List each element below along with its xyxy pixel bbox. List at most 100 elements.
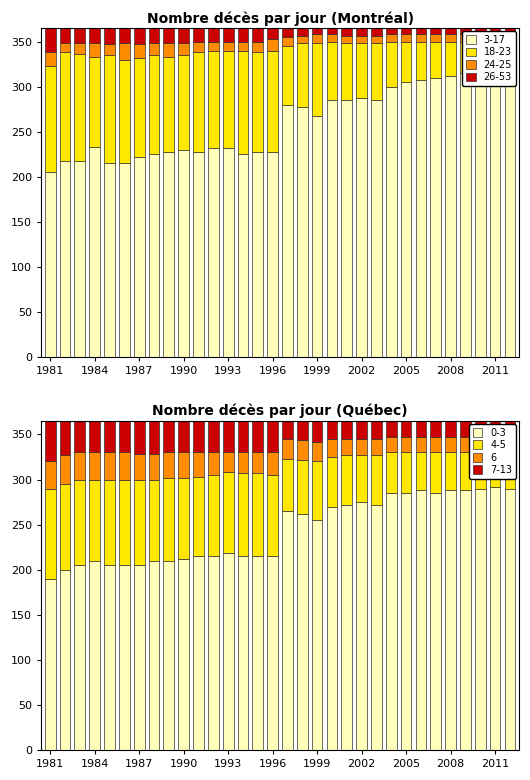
Bar <box>60 456 70 484</box>
Bar <box>148 421 160 454</box>
Bar <box>401 82 411 357</box>
Bar <box>163 28 174 44</box>
Bar <box>119 163 130 357</box>
Bar <box>75 44 85 55</box>
Bar <box>430 41 441 78</box>
Bar <box>430 437 441 452</box>
Bar <box>326 439 337 457</box>
Bar <box>371 37 382 44</box>
Bar <box>193 421 204 452</box>
Bar <box>134 421 145 454</box>
Bar <box>505 421 515 437</box>
Bar <box>416 437 426 452</box>
Bar <box>75 452 85 480</box>
Bar <box>282 421 293 439</box>
Bar <box>490 451 500 487</box>
Bar <box>490 437 500 451</box>
Bar <box>119 480 130 566</box>
Bar <box>60 484 70 569</box>
Bar <box>267 556 278 750</box>
Bar <box>163 477 174 561</box>
Bar <box>430 493 441 750</box>
Bar <box>416 28 426 34</box>
Bar <box>252 473 263 556</box>
Bar <box>208 148 219 357</box>
Bar <box>45 488 56 579</box>
Bar <box>252 151 263 357</box>
Bar <box>356 44 367 98</box>
Bar <box>163 421 174 452</box>
Bar <box>163 57 174 151</box>
Bar <box>75 421 85 452</box>
Bar <box>237 154 249 357</box>
Bar <box>104 566 115 750</box>
Bar <box>326 34 337 41</box>
Bar <box>490 28 500 34</box>
Bar <box>341 439 352 456</box>
Bar <box>178 421 189 452</box>
Bar <box>90 28 100 44</box>
Bar <box>416 491 426 750</box>
Bar <box>267 28 278 39</box>
Bar <box>312 520 322 750</box>
Bar <box>134 58 145 157</box>
Bar <box>119 44 130 60</box>
Bar <box>475 451 485 488</box>
Bar <box>430 78 441 357</box>
Bar <box>134 44 145 58</box>
Bar <box>460 491 471 750</box>
Bar <box>416 452 426 491</box>
Bar <box>505 28 515 34</box>
Bar <box>163 151 174 357</box>
Bar <box>430 421 441 437</box>
Bar <box>505 34 515 41</box>
Bar <box>312 421 322 441</box>
Bar <box>252 28 263 41</box>
Bar <box>104 480 115 566</box>
Bar <box>193 28 204 41</box>
Bar <box>45 28 56 52</box>
Bar <box>193 477 204 556</box>
Bar <box>386 28 396 34</box>
Bar <box>341 28 352 37</box>
Bar <box>297 459 308 514</box>
Bar <box>148 154 160 357</box>
Bar <box>208 41 219 51</box>
Bar <box>475 34 485 41</box>
Bar <box>193 452 204 477</box>
Bar <box>178 558 189 750</box>
Bar <box>119 452 130 480</box>
Bar <box>356 421 367 439</box>
Bar <box>326 101 337 357</box>
Bar <box>237 51 249 154</box>
Bar <box>386 493 396 750</box>
Bar <box>237 556 249 750</box>
Bar <box>341 44 352 101</box>
Bar <box>45 172 56 357</box>
Bar <box>460 437 471 452</box>
Bar <box>178 44 189 55</box>
Bar <box>178 477 189 558</box>
Bar <box>416 80 426 357</box>
Bar <box>134 566 145 750</box>
Bar <box>505 451 515 488</box>
Bar <box>460 41 471 73</box>
Bar <box>460 34 471 41</box>
Bar <box>119 421 130 452</box>
Bar <box>312 28 322 34</box>
Bar <box>312 441 322 462</box>
Bar <box>401 28 411 34</box>
Bar <box>312 115 322 357</box>
Bar <box>148 561 160 750</box>
Bar <box>297 440 308 459</box>
Bar <box>267 475 278 556</box>
Bar <box>178 452 189 477</box>
Bar <box>134 454 145 480</box>
Bar <box>386 34 396 41</box>
Bar <box>371 44 382 101</box>
Bar <box>104 44 115 55</box>
Bar <box>45 462 56 488</box>
Bar <box>148 480 160 561</box>
Bar <box>60 44 70 52</box>
Bar <box>208 452 219 475</box>
